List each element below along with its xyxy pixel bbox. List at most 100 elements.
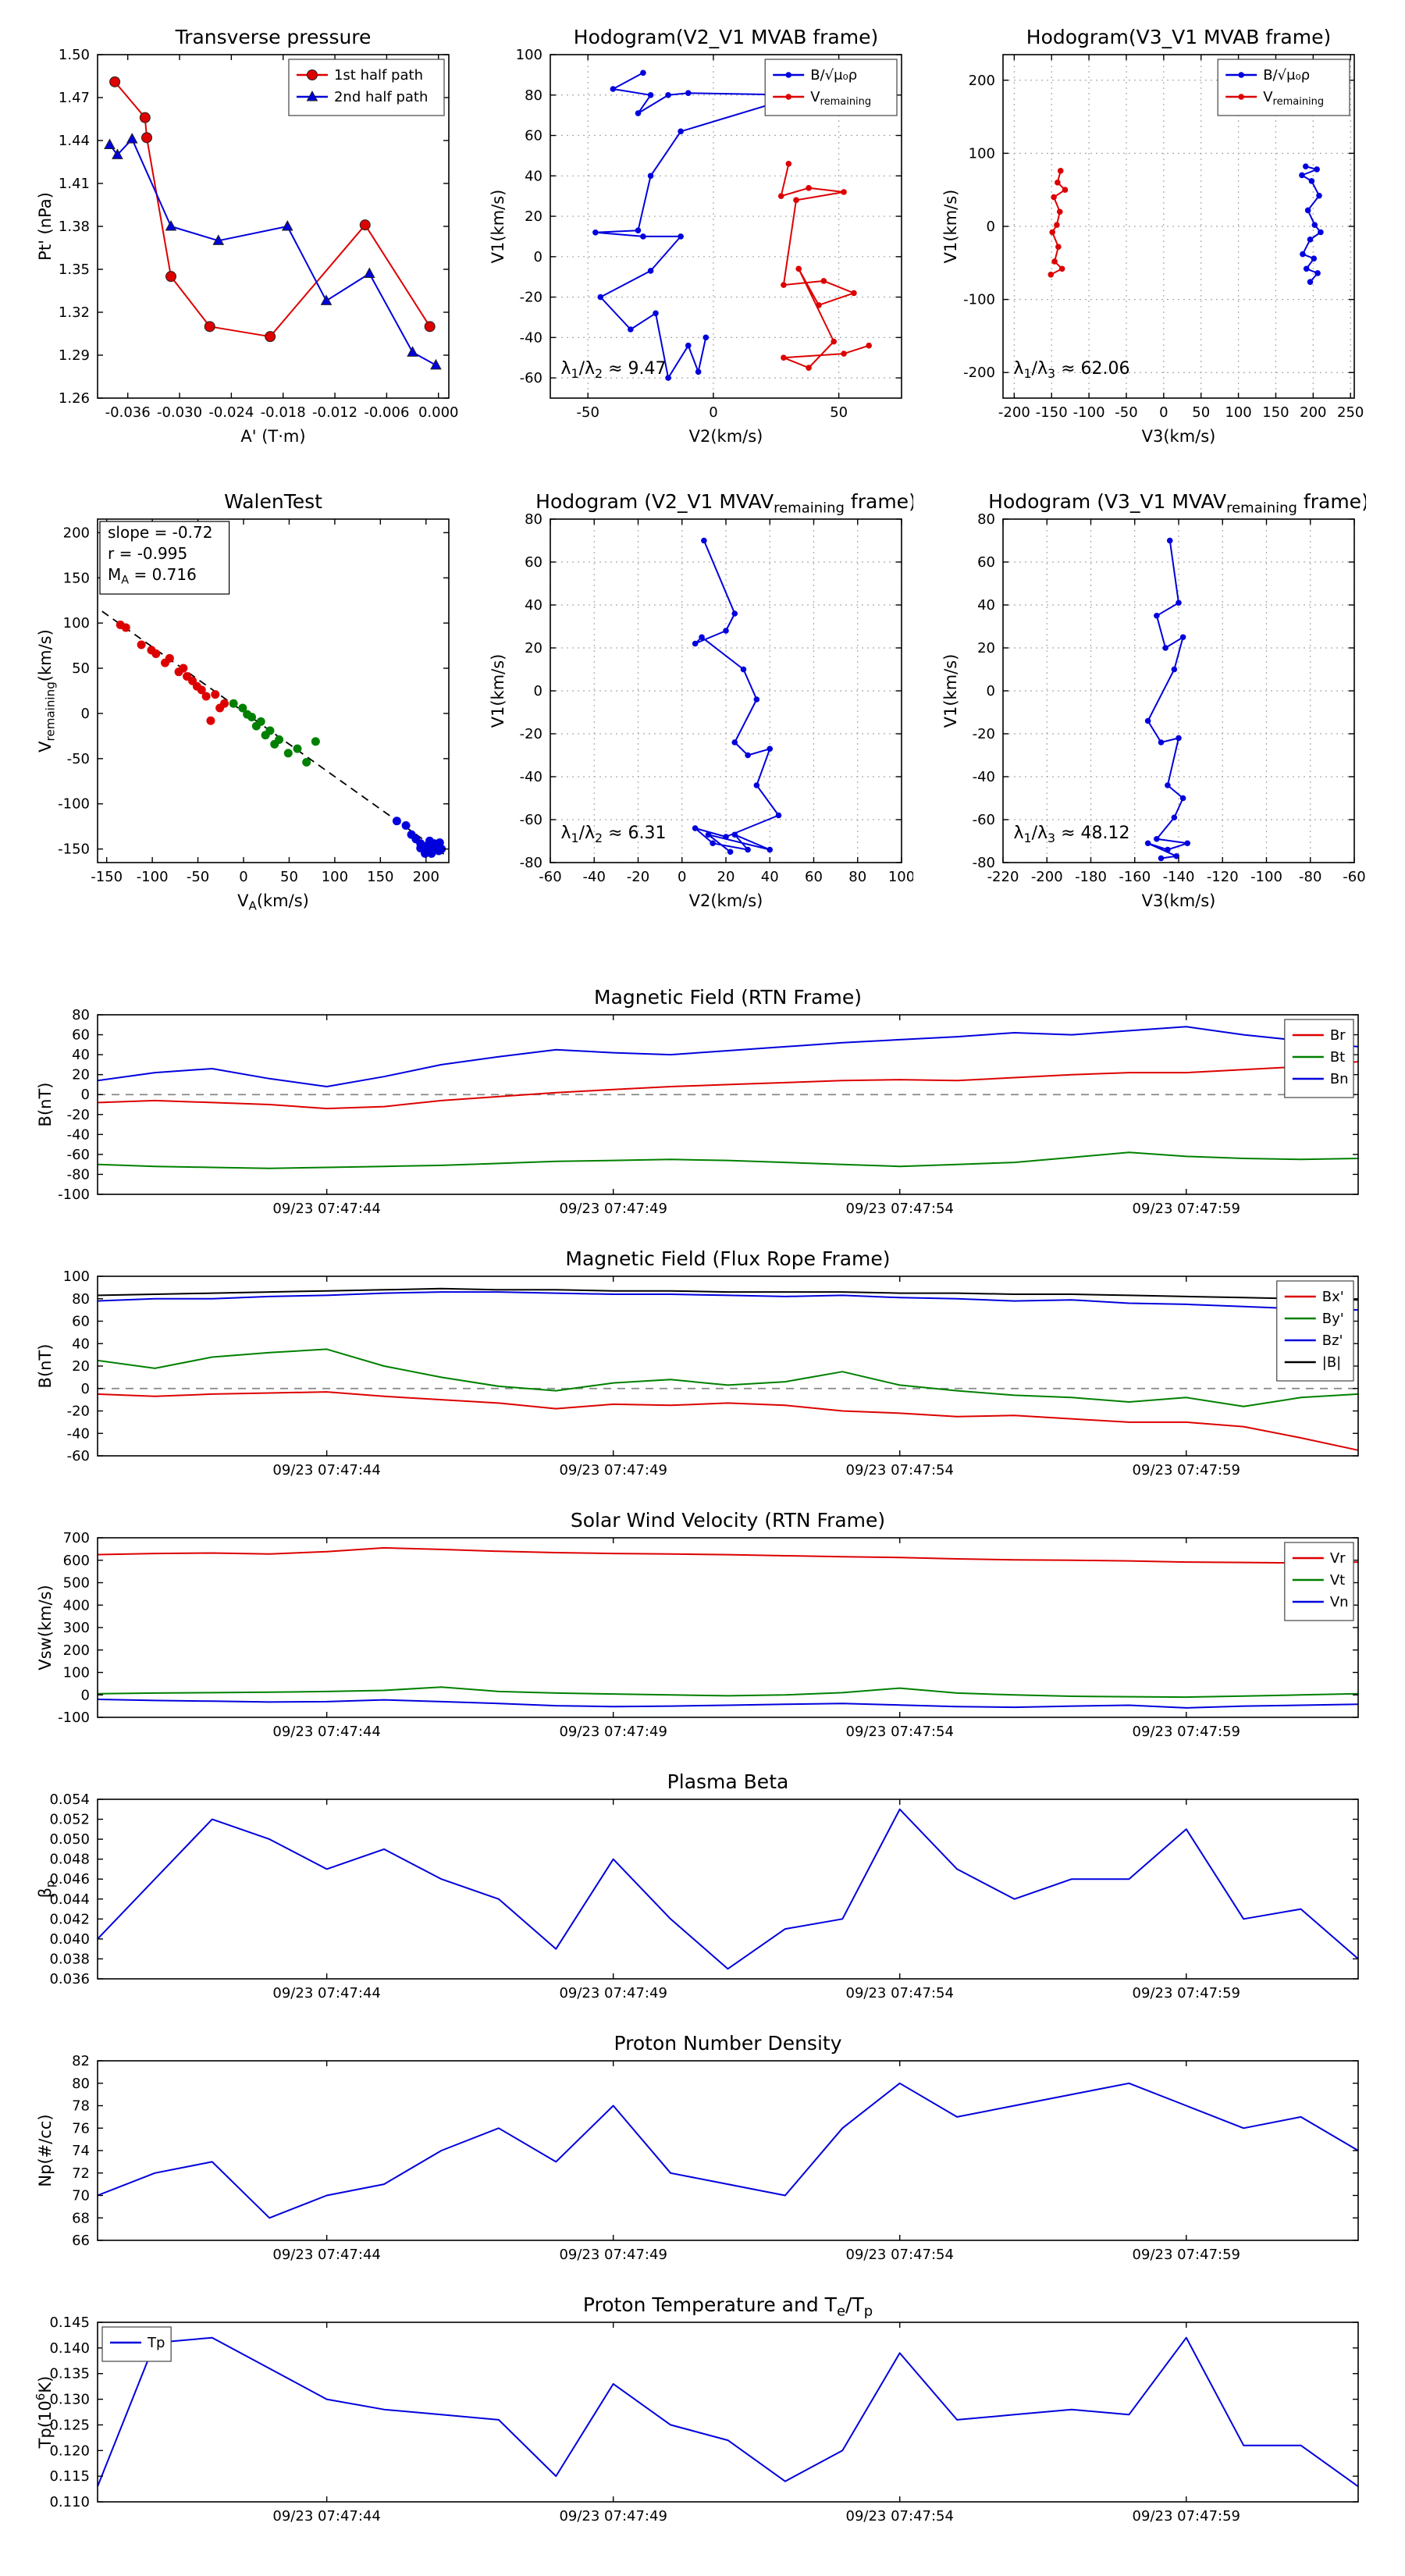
svg-text:-0.012: -0.012 xyxy=(312,404,357,421)
svg-text:MA = 0.716: MA = 0.716 xyxy=(108,565,197,586)
svg-text:09/23 07:47:54: 09/23 07:47:54 xyxy=(846,1462,954,1478)
svg-text:-150: -150 xyxy=(91,869,123,885)
svg-text:-100: -100 xyxy=(58,1187,90,1203)
svg-text:λ1/λ3 ≈ 48.12: λ1/λ3 ≈ 48.12 xyxy=(1014,824,1130,845)
svg-text:09/23 07:47:54: 09/23 07:47:54 xyxy=(846,1201,954,1217)
svg-text:68: 68 xyxy=(72,2210,90,2226)
svg-text:-0.024: -0.024 xyxy=(208,404,254,421)
svg-text:-60: -60 xyxy=(1343,869,1365,885)
chart-proton-temperature: 09/23 07:47:44 09/23 07:47:49 09/23 07:47:… xyxy=(23,2293,1374,2537)
svg-text:r = -0.995: r = -0.995 xyxy=(108,544,187,563)
chart-magnetic-field-flux-rope: 09/23 07:47:44 09/23 07:47:49 09/23 07:47:… xyxy=(23,1247,1374,1491)
svg-text:-20: -20 xyxy=(973,726,995,742)
svg-text:40: 40 xyxy=(761,869,779,885)
svg-text:60: 60 xyxy=(72,1314,90,1330)
svg-text:200: 200 xyxy=(969,73,995,89)
svg-text:0: 0 xyxy=(709,404,717,421)
svg-text:09/23 07:47:49: 09/23 07:47:49 xyxy=(559,2508,667,2524)
svg-text:50: 50 xyxy=(830,404,848,421)
svg-text:0.040: 0.040 xyxy=(49,1931,90,1948)
svg-text:-0.030: -0.030 xyxy=(157,404,202,421)
svg-text:Proton Temperature and Te/Tp: Proton Temperature and Te/Tp xyxy=(583,2295,873,2320)
svg-text:-50: -50 xyxy=(1115,404,1137,421)
svg-text:50: 50 xyxy=(72,660,90,677)
svg-text:-200: -200 xyxy=(998,404,1030,421)
svg-text:80: 80 xyxy=(72,1291,90,1308)
svg-text:40: 40 xyxy=(525,597,542,614)
svg-text:0: 0 xyxy=(987,683,995,699)
svg-text:09/23 07:47:44: 09/23 07:47:44 xyxy=(272,1201,380,1217)
svg-text:-60: -60 xyxy=(520,812,542,828)
svg-text:200: 200 xyxy=(1300,404,1326,421)
svg-text:0: 0 xyxy=(81,1687,90,1703)
chart-solar-wind-velocity: 09/23 07:47:44 09/23 07:47:49 09/23 07:47:… xyxy=(23,1509,1374,1752)
svg-text:09/23 07:47:59: 09/23 07:47:59 xyxy=(1133,2508,1240,2524)
svg-text:-60: -60 xyxy=(67,1147,90,1163)
svg-text:-140: -140 xyxy=(1163,869,1195,885)
svg-text:1.47: 1.47 xyxy=(59,90,90,106)
svg-text:Np(#/cc): Np(#/cc) xyxy=(36,2114,55,2186)
svg-text:-20: -20 xyxy=(67,1404,90,1420)
svg-text:Vremaining: Vremaining xyxy=(810,89,871,108)
svg-text:1.29: 1.29 xyxy=(59,347,90,364)
svg-text:-60: -60 xyxy=(539,869,561,885)
svg-text:0.125: 0.125 xyxy=(49,2417,90,2433)
svg-text:1.50: 1.50 xyxy=(59,47,90,63)
svg-text:-200: -200 xyxy=(1031,869,1063,885)
svg-text:-160: -160 xyxy=(1119,869,1151,885)
svg-text:B(nT): B(nT) xyxy=(36,1344,55,1389)
svg-text:09/23 07:47:59: 09/23 07:47:59 xyxy=(1133,2247,1240,2263)
svg-text:0.115: 0.115 xyxy=(49,2468,90,2485)
svg-text:80: 80 xyxy=(72,1007,90,1023)
svg-text:0: 0 xyxy=(239,869,247,885)
svg-text:09/23 07:47:59: 09/23 07:47:59 xyxy=(1133,1201,1240,1217)
svg-text:100: 100 xyxy=(888,869,913,885)
svg-text:-40: -40 xyxy=(973,769,995,785)
svg-text:0.145: 0.145 xyxy=(49,2314,90,2331)
chart-hodogram-v2v1-mvav: -60 -40 -20 0 20 40 60 80 100 -80 -60 -40 -20 0 20 40 60… xyxy=(476,484,916,921)
svg-text:Hodogram (V2_V1 MVAVremaining: Hodogram (V2_V1 MVAVremaining frame) xyxy=(535,490,913,517)
svg-text:VA(km/s): VA(km/s) xyxy=(237,891,309,913)
svg-text:80: 80 xyxy=(848,869,866,885)
svg-text:-40: -40 xyxy=(67,1126,90,1143)
svg-text:0.038: 0.038 xyxy=(49,1951,90,1967)
svg-text:0: 0 xyxy=(81,1381,90,1397)
svg-text:0.140: 0.140 xyxy=(49,2340,90,2357)
svg-text:-200: -200 xyxy=(963,365,995,381)
svg-text:slope = -0.72: slope = -0.72 xyxy=(108,523,212,542)
svg-text:20: 20 xyxy=(977,640,995,656)
svg-text:Hodogram(V3_V1 MVAB frame): Hodogram(V3_V1 MVAB frame) xyxy=(1026,26,1331,48)
svg-text:20: 20 xyxy=(72,1358,90,1375)
svg-text:Proton Number Density: Proton Number Density xyxy=(614,2033,842,2055)
svg-text:-50: -50 xyxy=(67,751,90,767)
svg-text:V1(km/s): V1(km/s) xyxy=(489,654,507,728)
svg-text:λ1/λ3 ≈ 62.06: λ1/λ3 ≈ 62.06 xyxy=(1014,359,1130,381)
svg-text:-100: -100 xyxy=(963,292,995,308)
svg-text:B/√μ₀ρ: B/√μ₀ρ xyxy=(810,67,857,84)
svg-text:1.32: 1.32 xyxy=(59,304,90,321)
svg-text:WalenTest: WalenTest xyxy=(224,490,322,513)
svg-text:Vremaining(km/s): Vremaining(km/s) xyxy=(36,629,58,753)
svg-text:250: 250 xyxy=(1337,404,1364,421)
svg-text:40: 40 xyxy=(72,1336,90,1352)
svg-text:Bz': Bz' xyxy=(1322,1332,1343,1349)
svg-text:Transverse pressure: Transverse pressure xyxy=(175,26,372,48)
svg-text:60: 60 xyxy=(805,869,823,885)
chart-hodogram-v3v1-mvab: -200 -150 -100 -50 0 50 100 150 200 250 -200 -100 0 1… xyxy=(929,20,1366,457)
svg-text:V2(km/s): V2(km/s) xyxy=(689,427,763,446)
svg-text:-20: -20 xyxy=(520,726,542,742)
svg-text:-40: -40 xyxy=(67,1425,90,1442)
svg-text:V3(km/s): V3(km/s) xyxy=(1142,427,1216,446)
svg-text:V1(km/s): V1(km/s) xyxy=(489,190,507,264)
svg-text:Solar Wind Velocity (RTN Frame: Solar Wind Velocity (RTN Frame) xyxy=(571,1510,885,1532)
svg-text:50: 50 xyxy=(1192,404,1210,421)
svg-text:-80: -80 xyxy=(973,855,995,871)
svg-text:0.000: 0.000 xyxy=(418,404,459,421)
svg-text:150: 150 xyxy=(367,869,393,885)
svg-text:0: 0 xyxy=(81,1087,90,1103)
svg-text:0: 0 xyxy=(1159,404,1168,421)
svg-text:V3(km/s): V3(km/s) xyxy=(1142,891,1216,910)
svg-text:0.036: 0.036 xyxy=(49,1971,90,1987)
svg-text:-120: -120 xyxy=(1207,869,1239,885)
svg-text:A' (T·m): A' (T·m) xyxy=(240,427,305,446)
